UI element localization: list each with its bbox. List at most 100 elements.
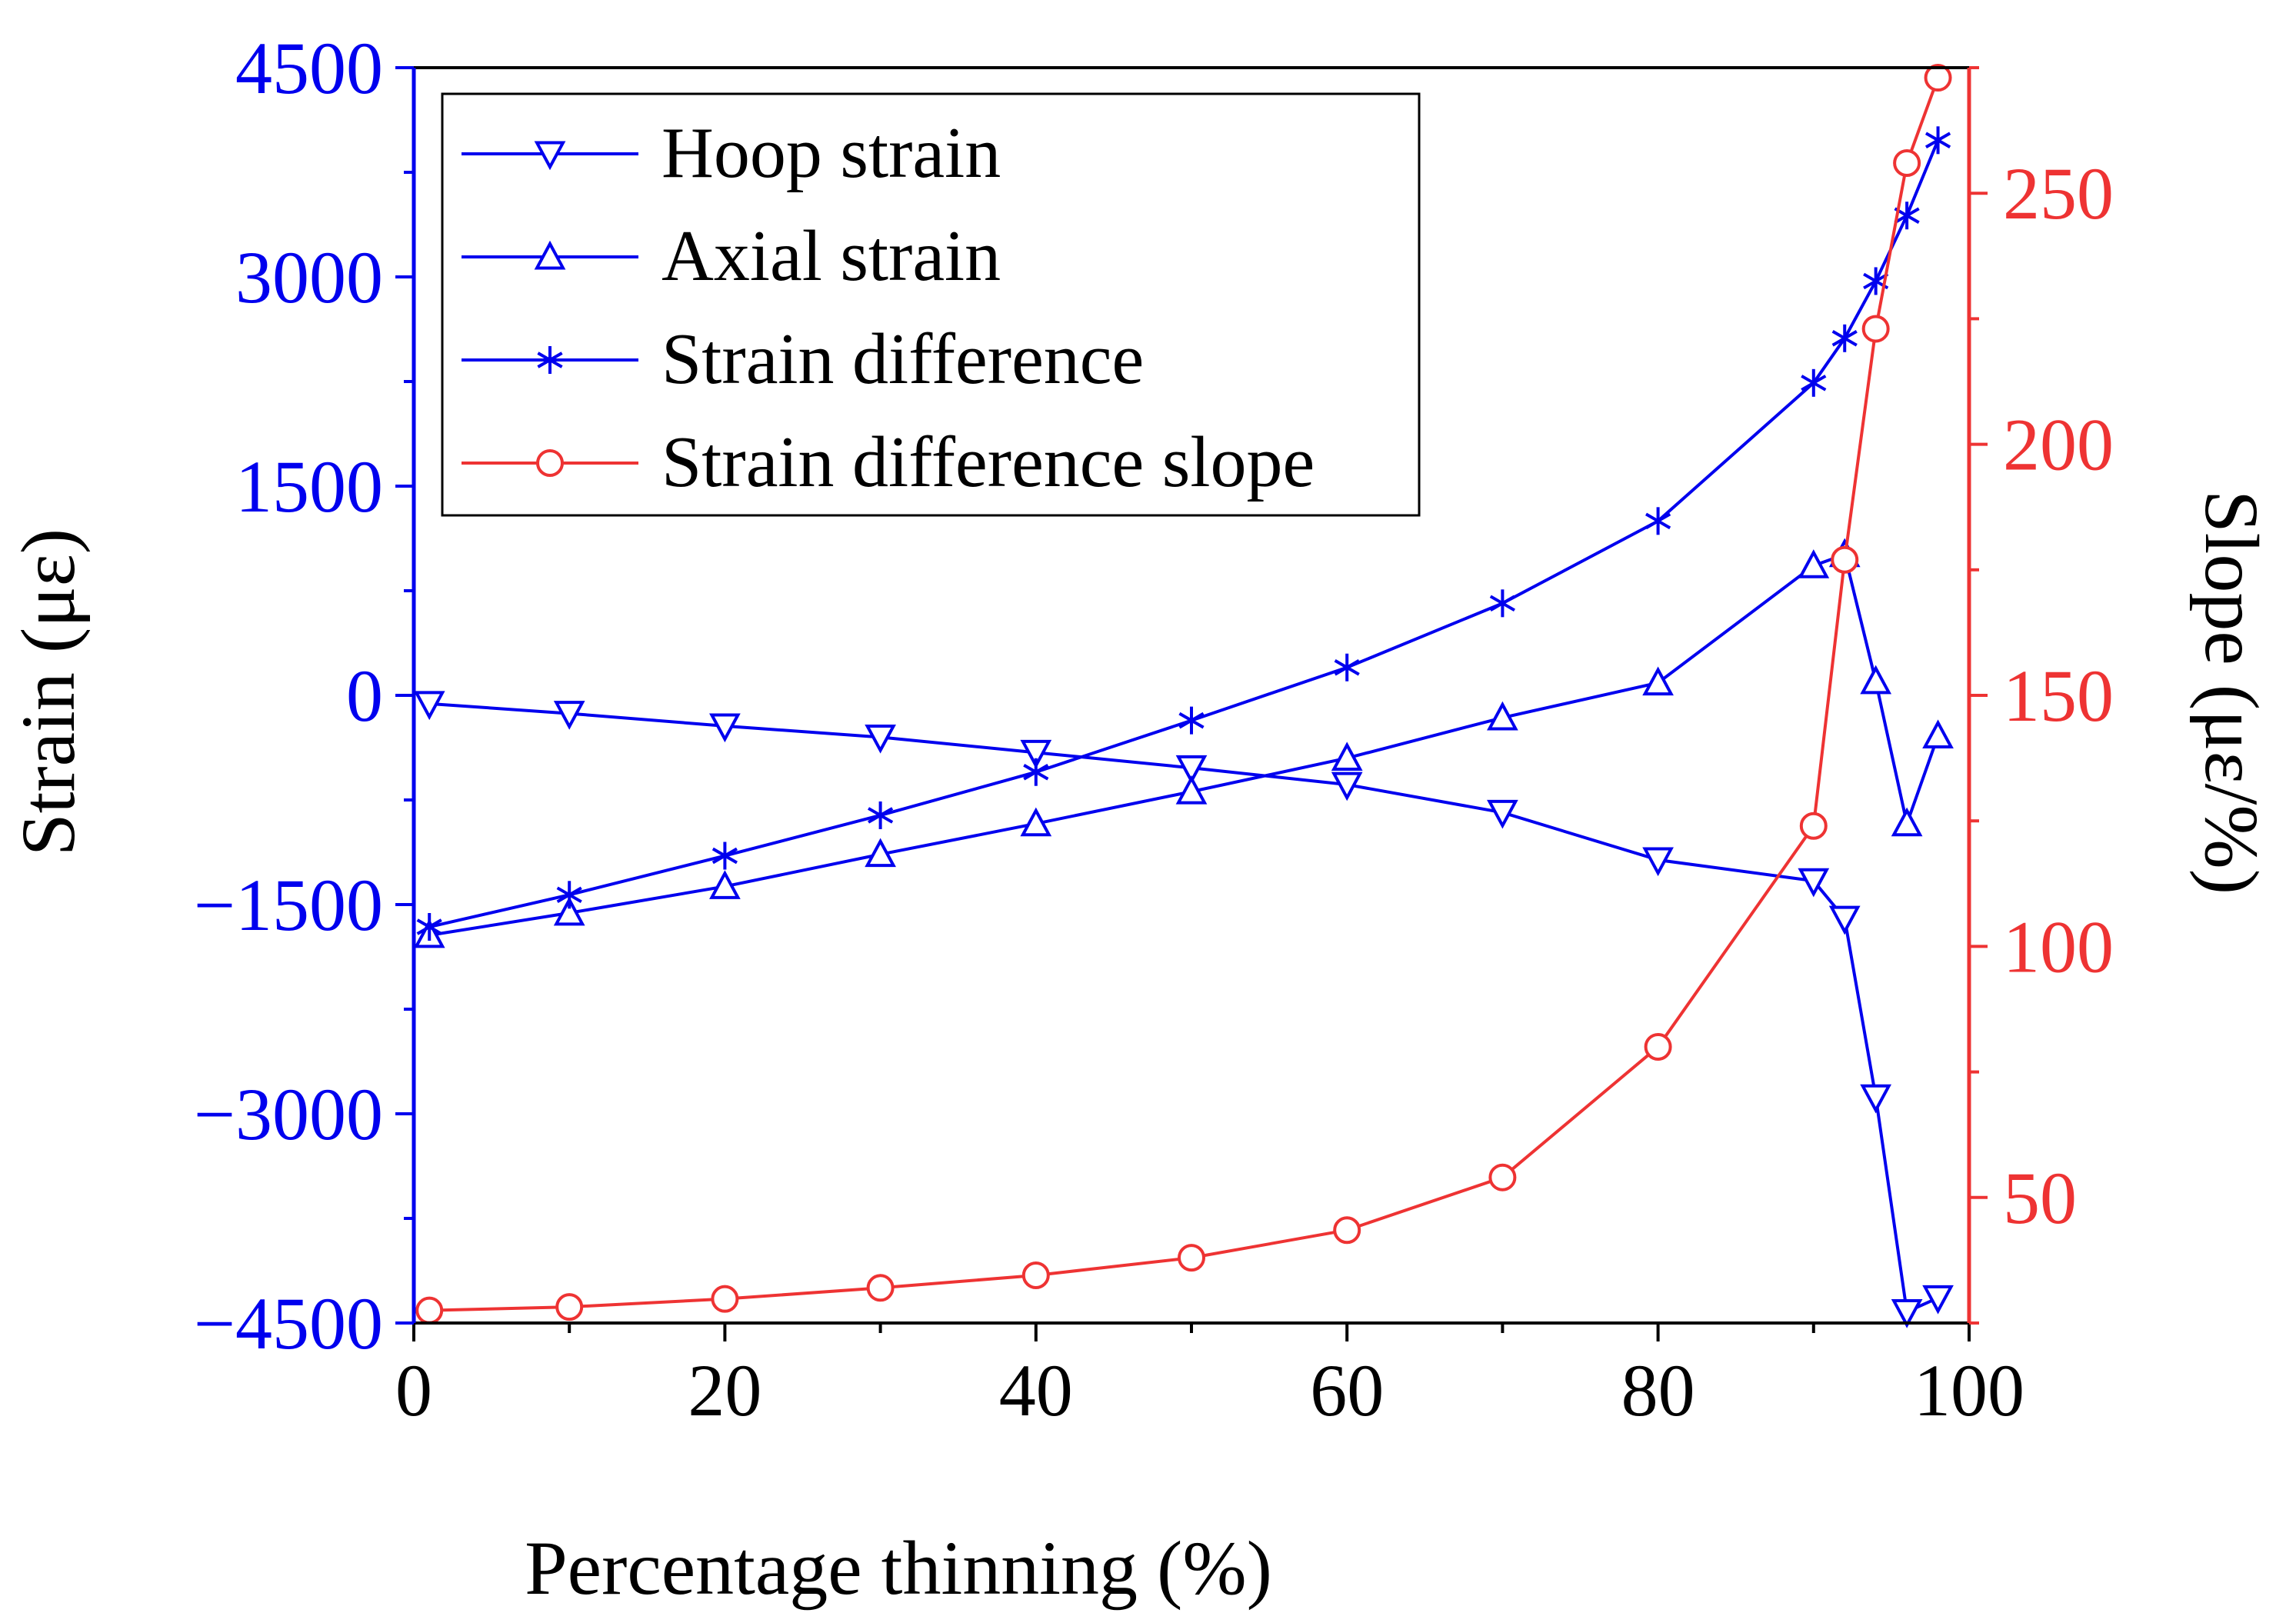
asterisk-stroke: [1924, 132, 1951, 149]
y-left-tick-label: 4500: [235, 27, 383, 109]
hoop-strain-point: [1860, 1084, 1892, 1114]
strain-difference-slope-point: [1861, 315, 1890, 343]
asterisk-stroke: [1645, 512, 1671, 530]
hoop-strain-point: [709, 713, 741, 743]
y-left-tick-label: 0: [346, 655, 383, 737]
axial-strain-point: [1642, 666, 1674, 696]
y-right-tick-label: 150: [2003, 655, 2114, 737]
axial-strain-line: [428, 552, 1940, 937]
legend-label-strain-difference-slope: Strain difference slope: [661, 422, 1315, 502]
x-tick-label: 80: [1621, 1349, 1695, 1431]
x-tick-label: 0: [395, 1349, 432, 1431]
legend-label-axial-strain: Axial strain: [661, 216, 1001, 296]
strain-difference-slope-point: [415, 1296, 444, 1325]
asterisk-stroke: [1831, 330, 1858, 347]
asterisk-stroke: [537, 352, 563, 368]
y-right-tick-label: 50: [2003, 1157, 2077, 1239]
axial-strain-point: [553, 896, 585, 926]
asterisk-stroke: [868, 807, 894, 824]
strain-difference-point: [1023, 758, 1049, 786]
hoop-strain-point: [1642, 847, 1674, 877]
axial-strain-point: [1175, 775, 1208, 805]
y-left-axis-title: Strain (με): [5, 528, 91, 856]
strain-difference-point: [1831, 324, 1858, 352]
y-left-tick-label: −1500: [194, 864, 383, 946]
axial-strain-point: [865, 838, 896, 868]
axial-strain-point: [1922, 719, 1954, 749]
hoop-strain-point: [1175, 755, 1208, 785]
y-right-tick-label: 200: [2003, 404, 2114, 486]
strain-difference-slope-point: [1924, 64, 1952, 92]
axial-strain-point: [1331, 742, 1363, 772]
legend-label-hoop-strain: Hoop strain: [661, 113, 1001, 193]
y-left-tick-label: 1500: [235, 445, 383, 528]
hoop-strain-line: [429, 702, 1939, 1315]
y-left-tick-label: −4500: [194, 1282, 383, 1365]
y-left-tick-label: −3000: [194, 1073, 383, 1155]
strain-difference-slope-point: [1333, 1216, 1361, 1245]
hoop-strain-point: [1331, 772, 1363, 802]
legend-box-layer: [441, 92, 1421, 517]
strain-difference-point: [1801, 368, 1827, 397]
y-right-tick-label: 100: [2003, 905, 2114, 988]
x-axis-title: Percentage thinning (%): [525, 1525, 1272, 1611]
hoop-strain-point: [1891, 1299, 1923, 1328]
legend-marker-hoop-strain: [534, 141, 566, 171]
strain-difference-slope-point: [1178, 1244, 1205, 1272]
legend-marker-strain-difference-slope: [536, 449, 564, 477]
strain-difference-point: [1489, 589, 1515, 618]
y-left-tick-label: 3000: [235, 236, 383, 318]
hoop-strain-point: [413, 691, 445, 721]
x-tick-label: 60: [1310, 1349, 1384, 1431]
asterisk-stroke: [1489, 595, 1515, 612]
asterisk-stroke: [1863, 272, 1889, 290]
axial-strain-point: [1020, 807, 1052, 837]
legend-marker-axial-strain: [534, 240, 566, 270]
x-tick-label: 20: [688, 1349, 761, 1431]
strain-difference-slope-point: [1893, 149, 1921, 178]
strain-difference-point: [416, 913, 442, 941]
hoop-strain-point: [1798, 868, 1830, 898]
hoop-strain-point: [1487, 799, 1518, 829]
hoop-strain-point: [1922, 1285, 1954, 1315]
hoop-strain-point: [1020, 739, 1052, 769]
strain-difference-point: [1924, 126, 1951, 155]
strain-difference-slope-point: [866, 1274, 895, 1302]
strain-difference-slope-point: [1488, 1163, 1517, 1191]
strain-difference-slope-point: [1831, 545, 1859, 574]
y-right-axis-title: Slope (με/%): [2189, 490, 2274, 895]
axial-strain-point: [1798, 549, 1830, 578]
series-layer: [413, 64, 1954, 1328]
strain-difference-slope-point: [1799, 812, 1828, 840]
axial-strain-point: [1860, 665, 1892, 695]
strain-difference-point: [1178, 706, 1205, 735]
strain-difference-slope-point: [555, 1293, 584, 1321]
x-tick-label: 40: [999, 1349, 1073, 1431]
legend-box: [441, 92, 1421, 517]
legend-label-strain-difference: Strain difference: [661, 319, 1144, 399]
axes-layer: 0 20 40 60 80 100 4500 3000 1500 0 −1500 −3000 −4500…: [194, 27, 2114, 1431]
asterisk-stroke: [711, 847, 738, 865]
strain-difference-slope-point: [1021, 1261, 1050, 1289]
strain-difference-point: [556, 881, 582, 909]
asterisk-stroke: [1334, 659, 1360, 676]
strain-difference-point: [711, 841, 738, 870]
hoop-strain-point: [553, 701, 585, 730]
asterisk-stroke: [416, 918, 442, 935]
hoop-strain-point: [865, 724, 896, 754]
strain-difference-slope-point: [711, 1285, 739, 1313]
strain-difference-point: [868, 801, 894, 829]
legend-marker-strain-difference: [537, 346, 563, 374]
hoop-strain-point: [1828, 905, 1861, 935]
strain-difference-point: [1645, 507, 1671, 535]
legend: Hoop strain Axial strain Strain difference…: [462, 113, 1315, 502]
axial-strain-point: [709, 870, 741, 899]
axial-strain-point: [1487, 701, 1518, 731]
asterisk-stroke: [1801, 375, 1827, 392]
axial-strain-point: [1891, 807, 1923, 837]
asterisk-stroke: [1178, 712, 1205, 729]
asterisk-stroke: [556, 886, 582, 904]
strain-difference-line: [428, 139, 1940, 928]
asterisk-stroke: [1894, 207, 1920, 224]
